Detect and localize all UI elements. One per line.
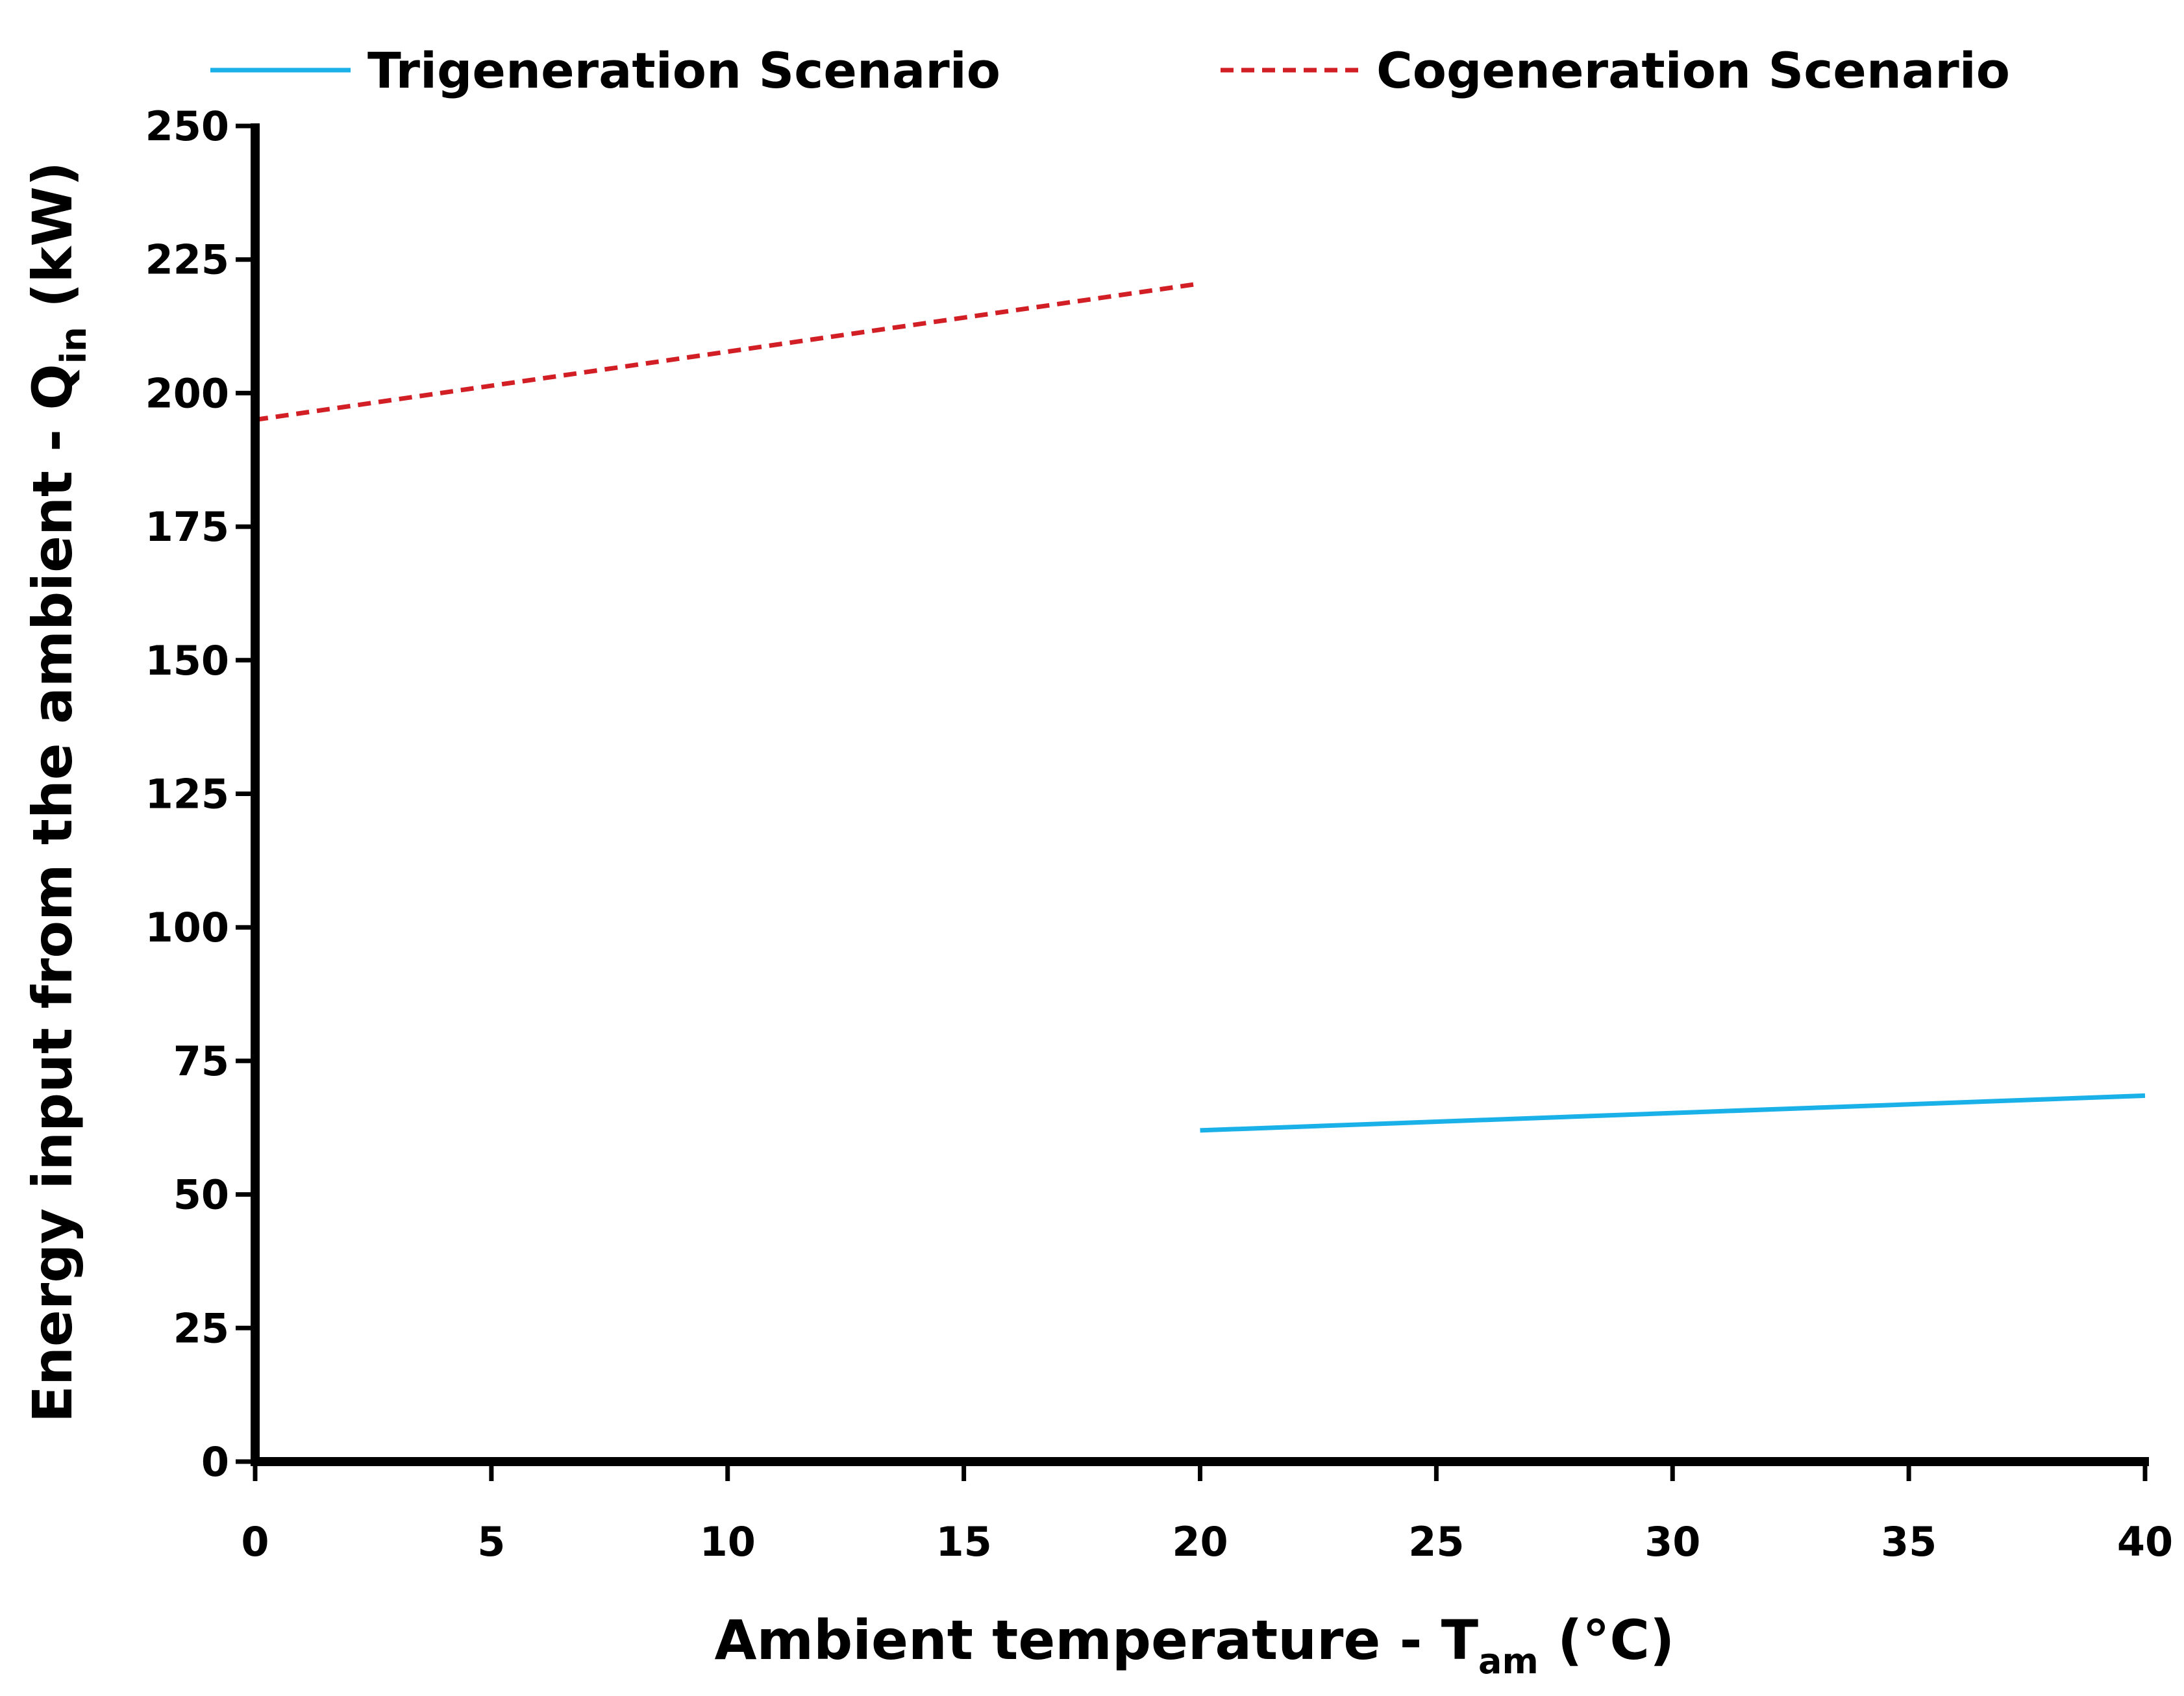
x-tick-label-10: 10 [700,1518,756,1565]
y-tick-label-200: 200 [145,369,229,417]
x-ticks: 0 5 10 15 20 25 30 35 40 [241,1462,2173,1565]
y-tick-label-75: 75 [173,1038,229,1085]
x-tick-label-25: 25 [1408,1518,1464,1565]
legend-label-cogeneration: Cogeneration Scenario [1376,42,2010,99]
x-tick-label-20: 20 [1172,1518,1228,1565]
x-tick-label-40: 40 [2117,1518,2173,1565]
x-tick-label-35: 35 [1881,1518,1937,1565]
y-axis-title: Energy input from the ambient - Qin (kW) [21,162,94,1423]
y-tick-label-25: 25 [173,1304,229,1352]
series-line-trigeneration-scenario [1200,1093,2146,1133]
x-tick-label-15: 15 [936,1518,991,1565]
y-tick-label-175: 175 [145,503,229,551]
x-tick-label-5: 5 [477,1518,505,1565]
y-tick-label-225: 225 [145,236,229,284]
y-ticks: 0 25 50 75 100 125 150 175 200 225 250 [145,103,255,1486]
y-tick-label-100: 100 [145,904,229,951]
legend-label-trigeneration: Trigeneration Scenario [367,42,1000,99]
y-tick-label-0: 0 [201,1438,229,1486]
x-tick-label-0: 0 [241,1518,269,1565]
x-tick-label-30: 30 [1644,1518,1700,1565]
y-tick-label-50: 50 [173,1171,229,1219]
series-layer [254,281,2146,1133]
y-tick-label-125: 125 [145,771,229,818]
legend: Trigeneration Scenario Cogeneration Scen… [210,42,2010,99]
series-line-cogeneration-scenario [254,281,1200,422]
axes [251,123,2149,1466]
y-tick-label-150: 150 [145,637,229,684]
x-axis-title: Ambient temperature - Tam (°C) [715,1608,1675,1682]
y-tick-label-250: 250 [145,103,229,150]
